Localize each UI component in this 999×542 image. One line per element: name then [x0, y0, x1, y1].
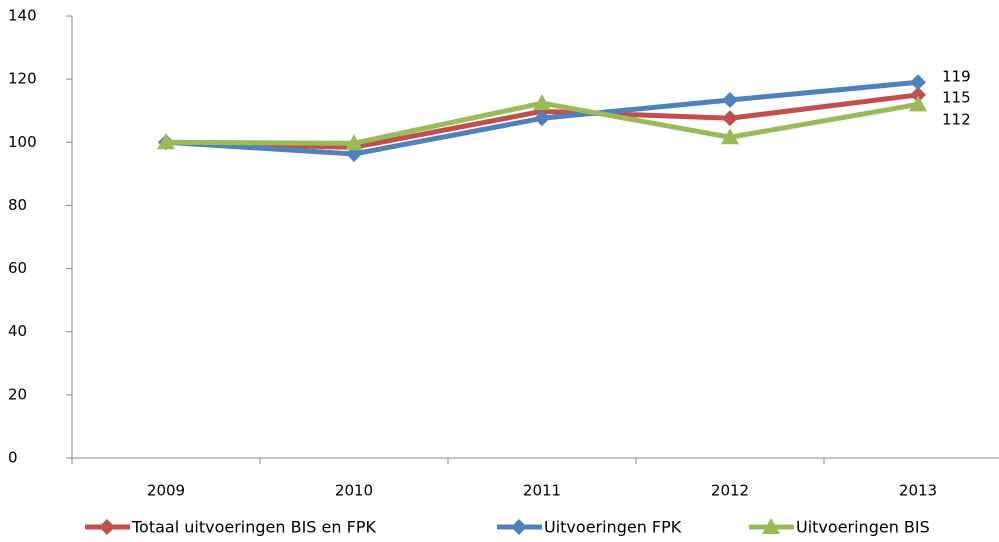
data-label: 119: [942, 68, 971, 86]
x-tick-label: 2011: [523, 482, 561, 500]
y-tick-label: 40: [8, 322, 27, 340]
x-tick-label: 2012: [711, 482, 749, 500]
point: [722, 91, 738, 108]
legend-label: Totaal uitvoeringen BIS en FPK: [131, 518, 376, 537]
point: [722, 110, 738, 127]
legend-marker: [99, 519, 115, 535]
data-label: 115: [942, 89, 971, 107]
x-tick-label: 2010: [335, 482, 373, 500]
y-tick-label: 100: [8, 133, 37, 151]
y-tick-label: 20: [8, 385, 27, 403]
y-tick-label: 140: [8, 7, 37, 25]
legend-label: Uitvoeringen BIS: [796, 518, 930, 537]
y-tick-label: 80: [8, 196, 27, 214]
point: [345, 134, 363, 151]
y-tick-label: 60: [8, 259, 27, 277]
x-tick-label: 2013: [899, 482, 937, 500]
y-tick-label: 0: [8, 449, 18, 467]
legend-marker: [762, 518, 780, 534]
point: [534, 110, 550, 127]
point: [533, 94, 551, 111]
point: [909, 95, 927, 112]
legend-label: Uitvoeringen FPK: [544, 518, 682, 537]
point: [157, 133, 175, 150]
y-tick-label: 120: [8, 70, 37, 88]
point: [910, 74, 926, 91]
point: [721, 128, 739, 145]
point: [910, 86, 926, 103]
legend-marker: [511, 519, 527, 535]
data-label: 112: [942, 111, 971, 129]
x-tick-label: 2009: [147, 482, 185, 500]
